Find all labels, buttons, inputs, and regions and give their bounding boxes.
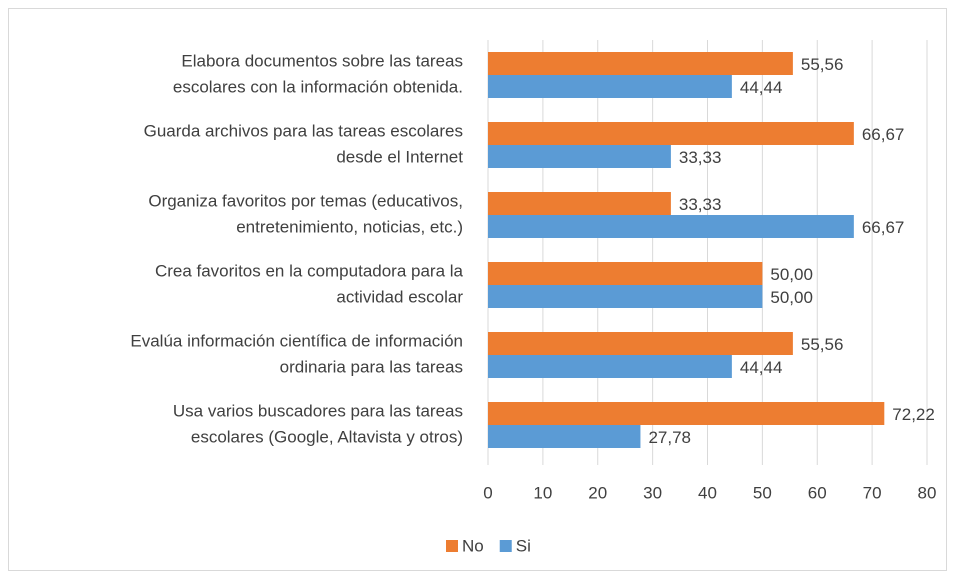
value-label: 44,44 [740, 78, 783, 97]
legend-swatch [446, 540, 458, 552]
bar [488, 215, 854, 238]
category-label: actividad escolar [336, 287, 463, 306]
x-tick-label: 70 [863, 483, 882, 502]
bar [488, 355, 732, 378]
value-label: 66,67 [862, 125, 905, 144]
x-tick-label: 40 [698, 483, 717, 502]
bar [488, 75, 732, 98]
bar [488, 285, 763, 308]
category-label: escolares con la información obtenida. [173, 77, 463, 96]
bar [488, 122, 854, 145]
bar [488, 262, 763, 285]
x-tick-label: 30 [643, 483, 662, 502]
category-label: Evalúa información científica de informa… [130, 331, 463, 350]
bar [488, 192, 671, 215]
value-label: 33,33 [679, 195, 722, 214]
value-label: 50,00 [770, 288, 813, 307]
category-label: escolares (Google, Altavista y otros) [191, 427, 463, 446]
legend-label: Si [516, 536, 531, 555]
bar [488, 332, 793, 355]
bar [488, 52, 793, 75]
value-label: 44,44 [740, 358, 783, 377]
category-label: Organiza favoritos por temas (educativos… [148, 191, 463, 210]
category-label: Guarda archivos para las tareas escolare… [144, 121, 463, 140]
x-tick-label: 80 [918, 483, 937, 502]
bar [488, 425, 641, 448]
value-label: 50,00 [770, 265, 813, 284]
category-label: desde el Internet [336, 147, 463, 166]
x-tick-label: 10 [533, 483, 552, 502]
value-label: 55,56 [801, 335, 844, 354]
legend-label: No [462, 536, 484, 555]
x-tick-label: 60 [808, 483, 827, 502]
category-label: Crea favoritos en la computadora para la [155, 261, 464, 280]
value-label: 66,67 [862, 218, 905, 237]
category-label: ordinaria para las tareas [280, 357, 463, 376]
x-tick-label: 0 [483, 483, 492, 502]
category-label: entretenimiento, noticias, etc.) [236, 217, 463, 236]
chart-frame [8, 8, 947, 571]
category-label: Elabora documentos sobre las tareas [181, 51, 463, 70]
x-tick-label: 50 [753, 483, 772, 502]
value-label: 27,78 [648, 428, 691, 447]
value-label: 33,33 [679, 148, 722, 167]
legend-swatch [499, 540, 512, 552]
value-label: 55,56 [801, 55, 844, 74]
x-tick-label: 20 [588, 483, 607, 502]
category-label: Usa varios buscadores para las tareas [173, 401, 463, 420]
bar [488, 402, 885, 425]
bar [488, 145, 671, 168]
value-label: 72,22 [892, 405, 935, 424]
